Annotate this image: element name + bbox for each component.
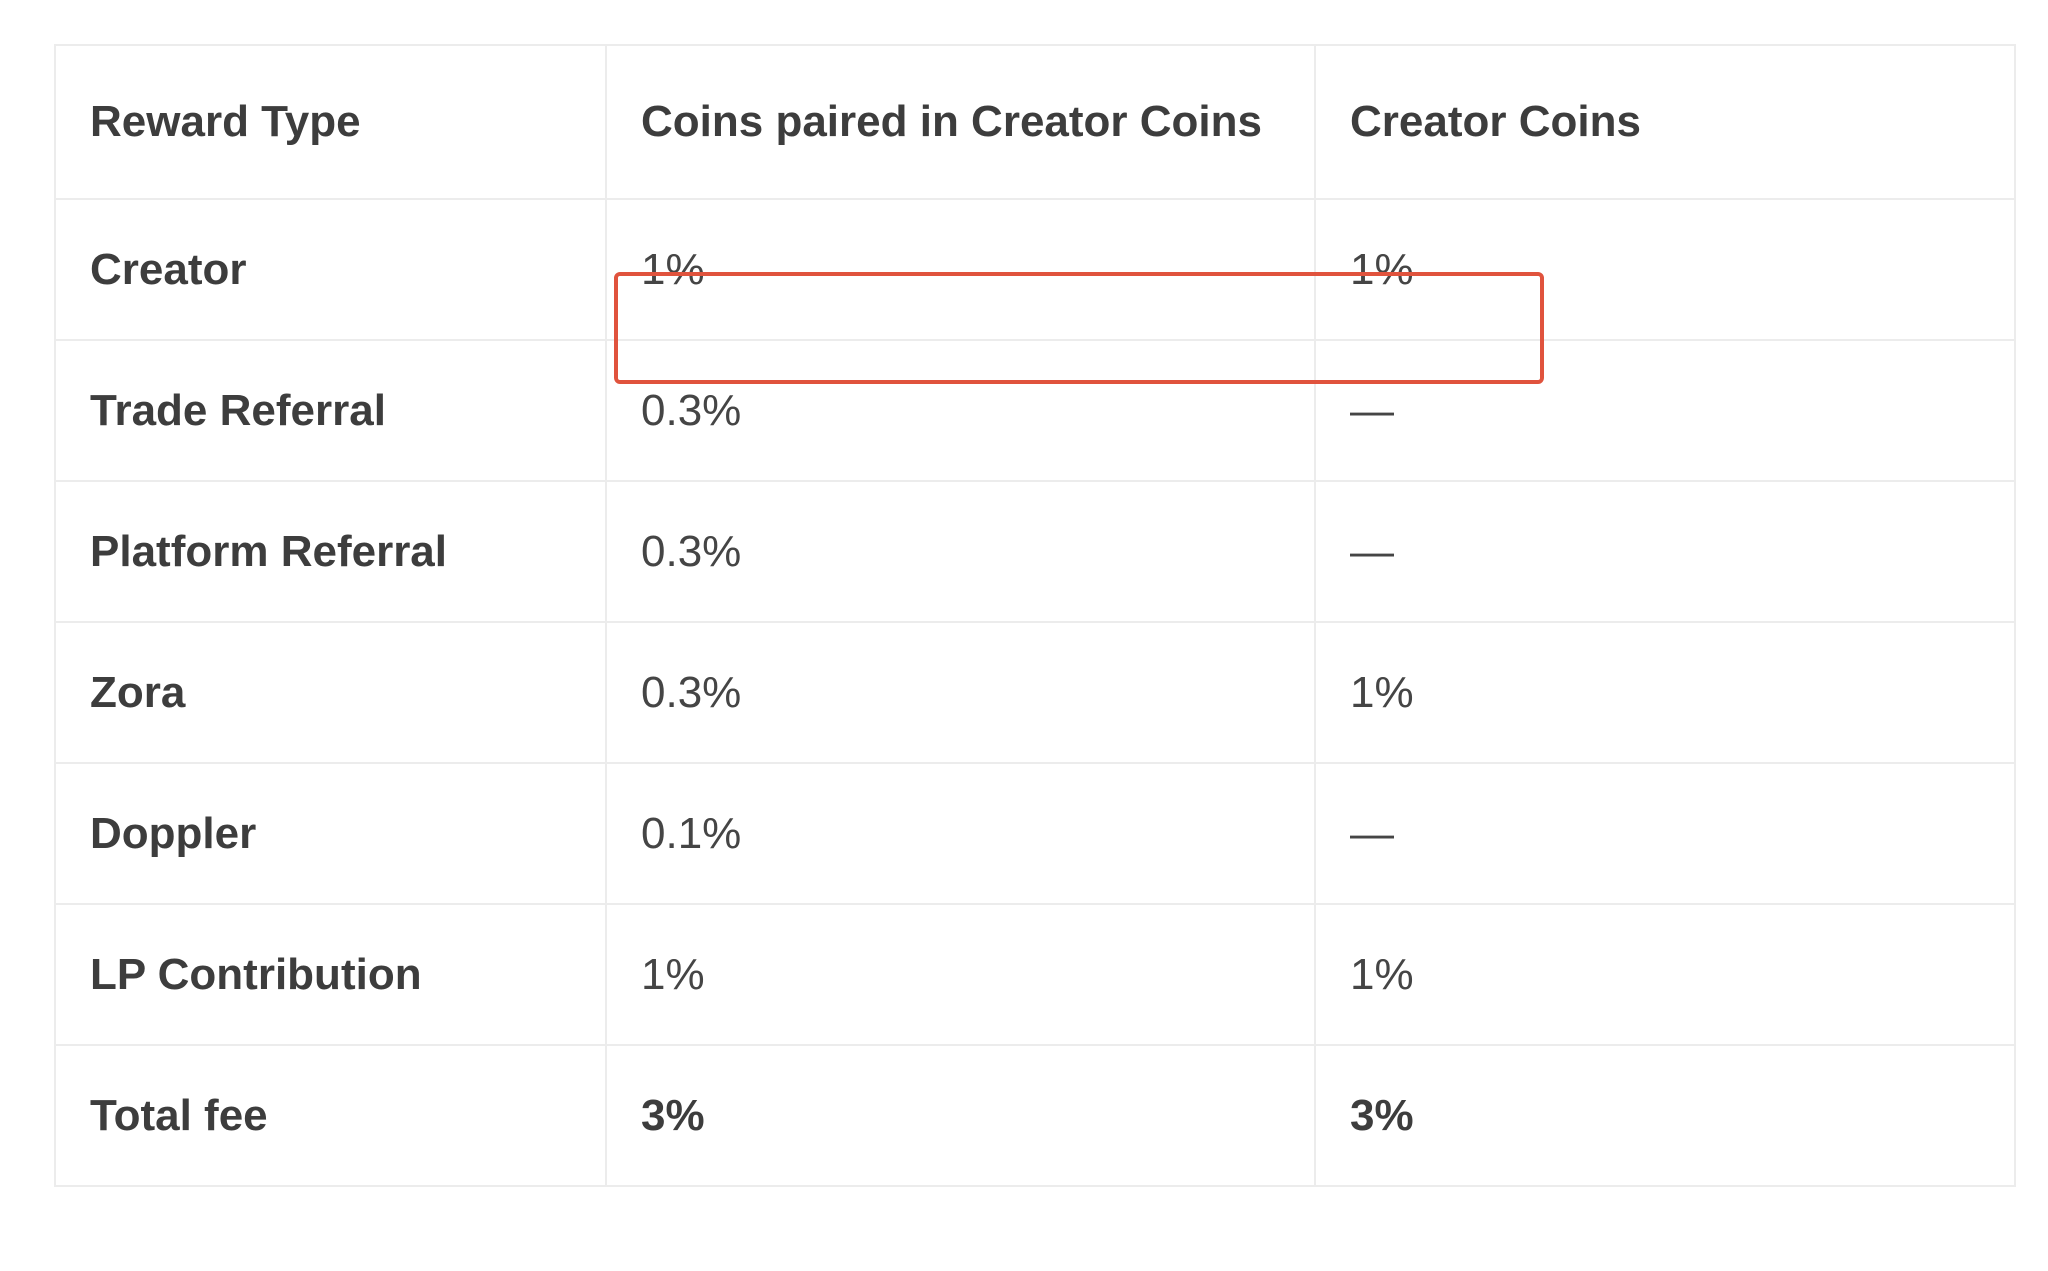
table-row: Doppler 0.1% — [54, 762, 2016, 905]
paired-value: 0.3% [605, 339, 1316, 482]
reward-fee-table: Reward Type Coins paired in Creator Coin… [54, 44, 2016, 1187]
table-row-total: Total fee 3% 3% [54, 1044, 2016, 1187]
table-row: Trade Referral 0.3% — [54, 339, 2016, 482]
table-row: Platform Referral 0.3% — [54, 480, 2016, 623]
paired-total-value: 3% [605, 1044, 1316, 1187]
creator-coins-value: 1% [1314, 621, 2016, 764]
paired-value: 0.3% [605, 480, 1316, 623]
row-label: Creator [54, 198, 607, 341]
creator-coins-value: 1% [1314, 903, 2016, 1046]
row-label: Doppler [54, 762, 607, 905]
row-label: Zora [54, 621, 607, 764]
creator-coins-value: — [1314, 480, 2016, 623]
row-label: Trade Referral [54, 339, 607, 482]
paired-value: 0.3% [605, 621, 1316, 764]
table-row: Zora 0.3% 1% [54, 621, 2016, 764]
row-label: Platform Referral [54, 480, 607, 623]
row-label: LP Contribution [54, 903, 607, 1046]
header-reward-type: Reward Type [54, 44, 607, 200]
table-header-row: Reward Type Coins paired in Creator Coin… [54, 44, 2016, 200]
table-row: LP Contribution 1% 1% [54, 903, 2016, 1046]
paired-value: 1% [605, 903, 1316, 1046]
header-creator-coins: Creator Coins [1314, 44, 2016, 200]
creator-coins-value: — [1314, 762, 2016, 905]
creator-coins-value: — [1314, 339, 2016, 482]
paired-value: 1% [605, 198, 1316, 341]
row-label: Total fee [54, 1044, 607, 1187]
creator-coins-total-value: 3% [1314, 1044, 2016, 1187]
header-coins-paired: Coins paired in Creator Coins [605, 44, 1316, 200]
paired-value: 0.1% [605, 762, 1316, 905]
creator-coins-value: 1% [1314, 198, 2016, 341]
fee-table-container: Reward Type Coins paired in Creator Coin… [54, 44, 2016, 1187]
table-row: Creator 1% 1% [54, 198, 2016, 341]
